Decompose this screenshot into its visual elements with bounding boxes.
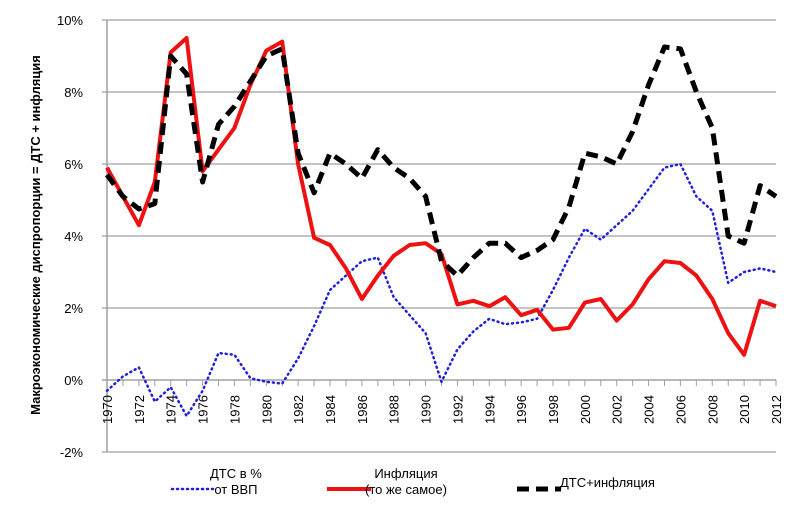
x-tick-label: 2006: [673, 395, 688, 424]
y-tick-label: 8%: [64, 85, 83, 100]
y-tick-label: -2%: [60, 445, 84, 460]
x-tick-label: 1982: [291, 395, 306, 424]
legend-swatch: [517, 486, 561, 492]
series-line-2: [105, 36, 777, 357]
x-tick-label: 2002: [610, 395, 625, 424]
x-tick-label: 1974: [164, 395, 179, 424]
y-tick-label: 4%: [64, 229, 83, 244]
x-tick-label: 2012: [769, 395, 784, 424]
legend-label: ДТС+инфляция: [560, 475, 655, 490]
x-tick-label: 1976: [196, 395, 211, 424]
x-tick-label: 1988: [387, 395, 402, 424]
x-tick-label: 1980: [259, 395, 274, 424]
x-tick-label: 2004: [642, 395, 657, 424]
x-tick-label: 1978: [227, 395, 242, 424]
y-tick-label: 6%: [64, 157, 83, 172]
x-tick-label: 1986: [355, 395, 370, 424]
legend-label: ДТС в % от ВВП: [210, 466, 262, 497]
x-tick-label: 1994: [482, 395, 497, 424]
x-tick-label: 1970: [100, 395, 115, 424]
legend: [0, 466, 800, 506]
x-tick-label: 2010: [737, 395, 752, 424]
y-tick-label: 2%: [64, 301, 83, 316]
legend-label: Инфляция (то же самое): [365, 466, 447, 497]
x-tick-label: 1972: [132, 395, 147, 424]
x-tick-label: 1998: [546, 395, 561, 424]
series-line-3: [104, 44, 778, 279]
legend-swatch: [170, 487, 218, 491]
y-axis-label: Макроэкономические диспропорции = ДТС + …: [28, 55, 43, 415]
legend-swatch: [327, 487, 371, 491]
x-tick-label: 1990: [419, 395, 434, 424]
y-tick-label: 0%: [64, 373, 83, 388]
series-line-1: [105, 162, 778, 418]
x-tick-label: 2008: [705, 395, 720, 424]
x-tick-label: 1996: [514, 395, 529, 424]
x-tick-label: 2000: [578, 395, 593, 424]
x-tick-label: 1992: [450, 395, 465, 424]
y-tick-label: 10%: [57, 13, 83, 28]
x-tick-label: 1984: [323, 395, 338, 424]
